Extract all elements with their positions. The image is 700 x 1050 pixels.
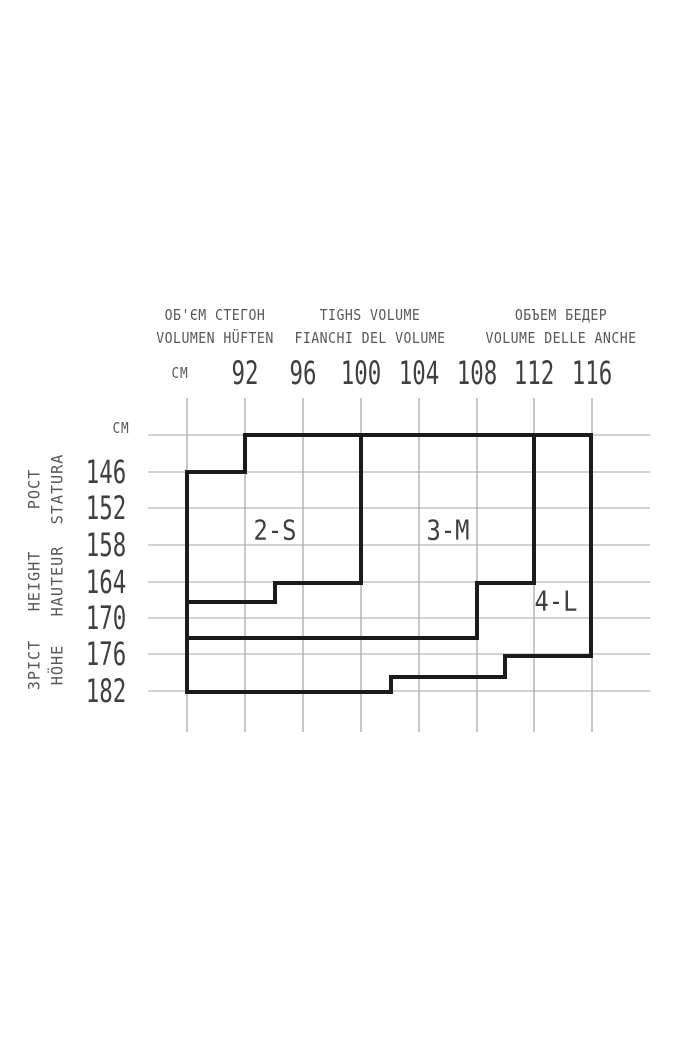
column-tick-label: 96 — [289, 354, 317, 392]
header-group-3: ОБЪЕМ БЕДЕР VOLUME DELLE ANCHE — [486, 304, 637, 350]
header-line-2: VOLUMEN HÜFTEN — [156, 329, 274, 347]
header-line-1: ОБ'ЄМ СТЕГОН — [164, 306, 266, 324]
row-tick-label: 146 — [85, 453, 127, 491]
column-unit-label: CM — [171, 364, 189, 382]
side-label-3b: HÖHE — [47, 644, 67, 686]
side-label-2b: HAUTEUR — [47, 545, 67, 617]
header-line-1: ОБЪЕМ БЕДЕР — [514, 306, 608, 324]
row-tick-label: 158 — [85, 526, 127, 564]
column-tick-label: 104 — [398, 354, 440, 392]
column-tick-label: 116 — [571, 354, 613, 392]
row-tick-label: 176 — [85, 635, 127, 673]
column-tick-label: 108 — [456, 354, 498, 392]
row-tick-label: 152 — [85, 489, 127, 527]
header-line-2: VOLUME DELLE ANCHE — [485, 329, 637, 347]
side-label-3a: ЗРІСТ — [24, 639, 44, 691]
row-tick-label: 170 — [85, 599, 127, 637]
row-tick-label: 164 — [85, 563, 127, 601]
header-group-2: TIGHS VOLUME FIANCHI DEL VOLUME — [295, 304, 446, 350]
side-label-1a: РОСТ — [24, 468, 44, 510]
header-group-1: ОБ'ЄМ СТЕГОН VOLUMEN HÜFTEN — [156, 304, 273, 350]
row-unit-label: CM — [112, 419, 130, 437]
column-tick-label: 100 — [340, 354, 382, 392]
side-label-2a: HEIGHT — [24, 550, 44, 612]
zone-label-3-M: 3-M — [426, 513, 470, 547]
zone-label-2-S: 2-S — [253, 513, 297, 547]
zone-outline-4-L — [185, 433, 593, 694]
column-tick-label: 92 — [231, 354, 259, 392]
header-line-2: FIANCHI DEL VOLUME — [294, 329, 446, 347]
header-line-1: TIGHS VOLUME — [319, 306, 421, 324]
zone-label-4-L: 4-L — [534, 584, 578, 618]
column-tick-label: 112 — [513, 354, 555, 392]
row-tick-label: 182 — [85, 672, 127, 710]
side-label-1b: STATURA — [47, 453, 67, 525]
